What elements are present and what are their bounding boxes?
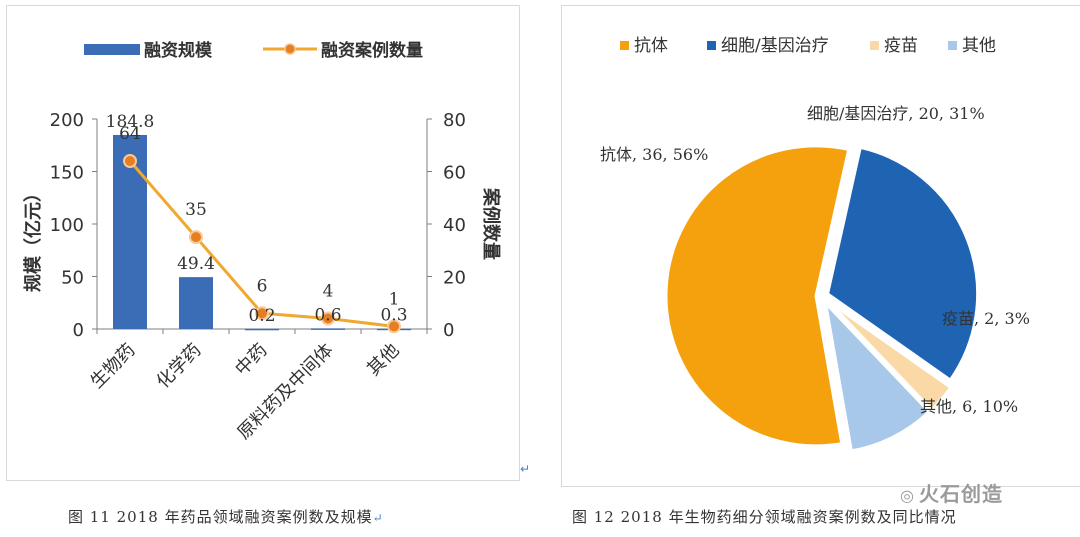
- pie-slice: [664, 144, 851, 448]
- line-point: [255, 306, 269, 321]
- line-data-label: 35: [185, 200, 207, 220]
- slice-label: 抗体, 36, 56%: [600, 145, 708, 164]
- legend-label: 抗体: [634, 36, 668, 56]
- bar-data-label: 0.6: [314, 305, 341, 325]
- pie-chart-panel: 抗体 细胞/基因治疗 疫苗 其他抗体, 36, 56% 细胞/基因治疗, 20, 31%…: [561, 5, 1080, 487]
- legend-label: 细胞/基因治疗: [721, 36, 829, 56]
- legend-swatch: [707, 41, 716, 50]
- legend-swatch: [948, 41, 957, 50]
- y-tick-label: 100: [50, 215, 84, 236]
- bar-line-chart-panel: 融资规模 融资案例数量 0 50 100 150 200 0 20 40 60 80 规模（亿元） 案例数…: [6, 5, 520, 481]
- y2-tick-label: 40: [443, 215, 466, 236]
- series-line: [128, 160, 395, 328]
- bar-data-label: 0.2: [248, 306, 275, 326]
- legend-line-marker: [284, 43, 296, 55]
- legend-label: 其他: [962, 36, 996, 56]
- y-tick-label: 200: [50, 110, 84, 131]
- y2-tick-label: 60: [443, 163, 466, 184]
- legend-swatch: [870, 41, 879, 50]
- watermark-text: 火石创造: [918, 482, 1003, 506]
- bar-data-label: 184.8: [106, 112, 155, 132]
- bar: [245, 328, 279, 331]
- wechat-icon: ◎: [900, 486, 915, 505]
- return-mark-icon: ↵: [520, 462, 531, 476]
- category-label: 生物药: [87, 340, 140, 393]
- line-point: [123, 154, 137, 168]
- bar-line-chart: 融资规模 融资案例数量 0 50 100 150 200 0 20 40 60 80 规模（亿元） 案例数…: [22, 40, 502, 444]
- category-label: 中药: [231, 340, 271, 380]
- return-mark-icon: ↵: [372, 511, 384, 525]
- caption-text: 图 12 2018 年生物药细分领域融资案例数及同比情况: [572, 508, 957, 526]
- y2-tick-label: 80: [443, 110, 466, 131]
- legend-bar-swatch: [84, 44, 140, 55]
- y-tick-label: 150: [50, 163, 84, 184]
- bar: [179, 277, 213, 329]
- pie-slice: [825, 145, 980, 383]
- bar: [311, 328, 345, 330]
- slice-label: 其他, 6, 10%: [920, 397, 1018, 416]
- slice-label: 细胞/基因治疗, 20, 31%: [807, 104, 985, 123]
- y2-tick-label: 20: [443, 268, 466, 289]
- watermark: ◎ 火石创造: [900, 478, 1003, 507]
- figure-caption-right: 图 12 2018 年生物药细分领域融资案例数及同比情况: [572, 506, 957, 527]
- legend-label: 疫苗: [884, 36, 918, 56]
- category-label: 化学药: [153, 340, 206, 393]
- line-point: [387, 319, 401, 334]
- y-tick-label: 50: [61, 268, 84, 289]
- line-data-label: 64: [119, 124, 141, 144]
- y2-tick-label: 0: [443, 320, 454, 341]
- legend-label: 融资案例数量: [321, 40, 423, 61]
- bar-data-label: 0.3: [380, 306, 407, 326]
- category-label: 其他: [363, 340, 403, 380]
- pie-slice: [823, 298, 932, 453]
- y-tick-label: 0: [73, 320, 84, 341]
- line-data-label: 6: [257, 276, 268, 296]
- figure-caption-left: 图 11 2018 年药品领域融资案例数及规模↵: [68, 506, 384, 527]
- line-data-label: 1: [389, 289, 400, 309]
- legend-label: 融资规模: [144, 40, 213, 61]
- line-data-label: 4: [323, 282, 334, 302]
- pie-slice: [826, 299, 953, 412]
- y2-axis-label: 案例数量: [480, 187, 502, 260]
- y-axis-label: 规模（亿元）: [22, 184, 44, 292]
- line-point: [189, 230, 203, 245]
- line-point: [321, 311, 335, 326]
- legend-swatch: [620, 41, 629, 50]
- slice-label: 疫苗, 2, 3%: [942, 309, 1030, 328]
- bar-data-label: 49.4: [177, 254, 215, 274]
- caption-text: 图 11 2018 年药品领域融资案例数及规模: [68, 508, 373, 526]
